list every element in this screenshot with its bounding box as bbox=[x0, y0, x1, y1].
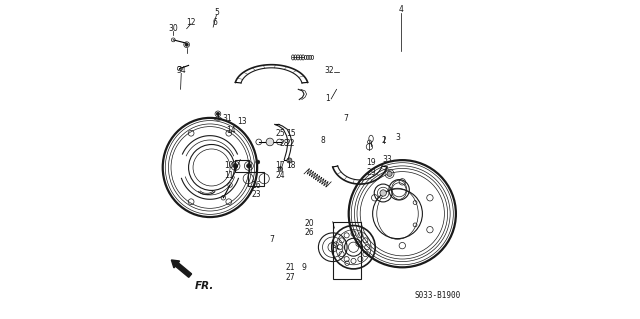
Text: 12: 12 bbox=[186, 18, 196, 27]
Text: 18: 18 bbox=[287, 161, 296, 170]
Text: 22: 22 bbox=[286, 139, 296, 148]
Text: FR.: FR. bbox=[195, 281, 214, 291]
Text: 34: 34 bbox=[177, 66, 186, 75]
Text: 7: 7 bbox=[343, 114, 348, 122]
Text: 7: 7 bbox=[269, 235, 275, 244]
Text: 15: 15 bbox=[287, 130, 296, 138]
Text: 10: 10 bbox=[224, 161, 234, 170]
Text: 30: 30 bbox=[168, 24, 178, 33]
Circle shape bbox=[278, 167, 283, 171]
Text: 24: 24 bbox=[275, 171, 285, 180]
Circle shape bbox=[185, 43, 188, 46]
Text: S033-B1900: S033-B1900 bbox=[415, 291, 461, 300]
Text: 21: 21 bbox=[286, 263, 296, 272]
Text: 17: 17 bbox=[275, 161, 285, 170]
Circle shape bbox=[256, 160, 260, 164]
Circle shape bbox=[216, 112, 220, 115]
Text: 27: 27 bbox=[286, 273, 296, 282]
Circle shape bbox=[387, 171, 392, 176]
Text: 31: 31 bbox=[223, 114, 232, 122]
Circle shape bbox=[380, 190, 387, 196]
Text: 4: 4 bbox=[399, 5, 404, 14]
Circle shape bbox=[233, 164, 237, 168]
Text: 16: 16 bbox=[252, 181, 261, 189]
Text: 23: 23 bbox=[252, 190, 261, 199]
Text: 8: 8 bbox=[321, 136, 326, 145]
Text: 29: 29 bbox=[366, 168, 376, 177]
Text: 2: 2 bbox=[381, 136, 386, 145]
Text: 11: 11 bbox=[225, 171, 234, 180]
Circle shape bbox=[287, 158, 292, 163]
Text: 19: 19 bbox=[366, 158, 376, 167]
Circle shape bbox=[246, 164, 251, 168]
Text: 9: 9 bbox=[301, 263, 307, 272]
Text: 14: 14 bbox=[226, 126, 236, 135]
Text: 13: 13 bbox=[237, 117, 246, 126]
Text: 3: 3 bbox=[396, 133, 401, 142]
Text: 1: 1 bbox=[326, 94, 330, 103]
Text: 32: 32 bbox=[324, 66, 334, 75]
Text: 6: 6 bbox=[212, 18, 217, 27]
Text: 5: 5 bbox=[214, 8, 219, 17]
Text: 26: 26 bbox=[304, 228, 314, 237]
Text: 25: 25 bbox=[275, 130, 285, 138]
Text: 20: 20 bbox=[304, 219, 314, 228]
Text: 33: 33 bbox=[382, 155, 392, 164]
Circle shape bbox=[266, 138, 274, 146]
FancyArrow shape bbox=[172, 260, 191, 277]
Text: 28: 28 bbox=[280, 139, 289, 148]
